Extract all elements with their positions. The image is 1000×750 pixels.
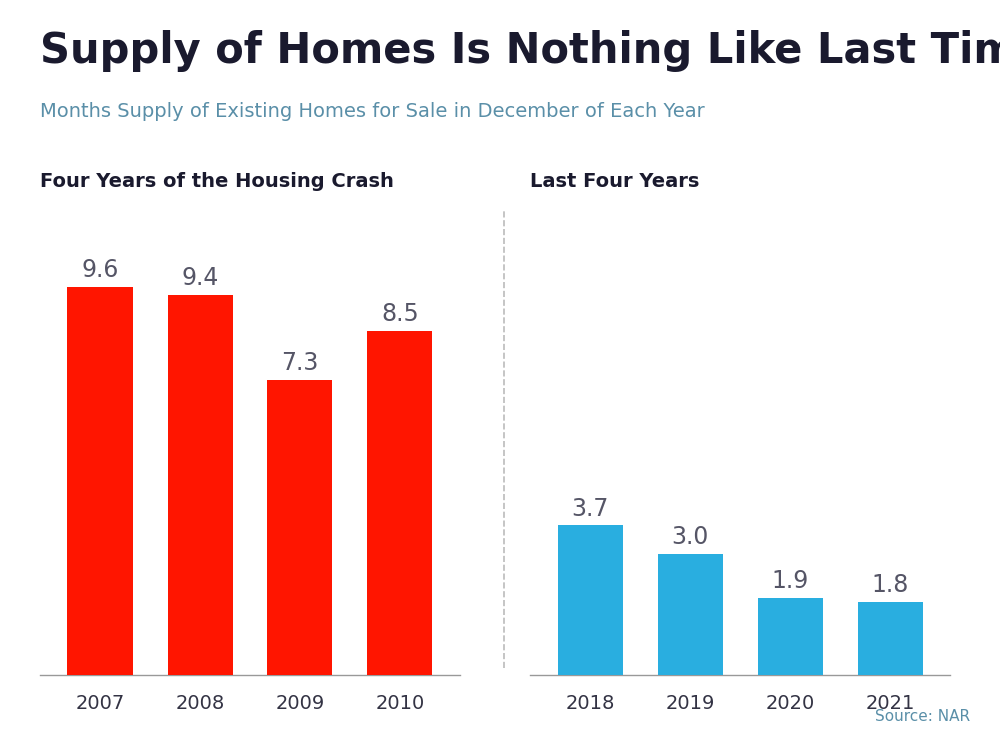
- Bar: [67, 286, 132, 675]
- Text: 1.9: 1.9: [771, 569, 809, 593]
- Text: 7.3: 7.3: [281, 351, 319, 375]
- Text: Months Supply of Existing Homes for Sale in December of Each Year: Months Supply of Existing Homes for Sale…: [40, 102, 705, 121]
- Bar: [267, 380, 332, 675]
- Bar: [168, 295, 232, 675]
- Text: 9.4: 9.4: [181, 266, 219, 290]
- Text: 9.6: 9.6: [81, 258, 119, 282]
- Bar: [658, 554, 722, 675]
- Text: 3.7: 3.7: [571, 496, 609, 520]
- Text: Four Years of the Housing Crash: Four Years of the Housing Crash: [40, 172, 394, 191]
- Bar: [758, 598, 822, 675]
- Text: 3.0: 3.0: [671, 525, 709, 549]
- Bar: [558, 526, 622, 675]
- Text: Last Four Years: Last Four Years: [530, 172, 699, 191]
- Bar: [367, 332, 432, 675]
- Text: 1.8: 1.8: [871, 573, 909, 597]
- Text: 8.5: 8.5: [381, 302, 419, 326]
- Text: Supply of Homes Is Nothing Like Last Time: Supply of Homes Is Nothing Like Last Tim…: [40, 30, 1000, 72]
- Text: Source: NAR: Source: NAR: [875, 709, 970, 724]
- Bar: [858, 602, 922, 675]
